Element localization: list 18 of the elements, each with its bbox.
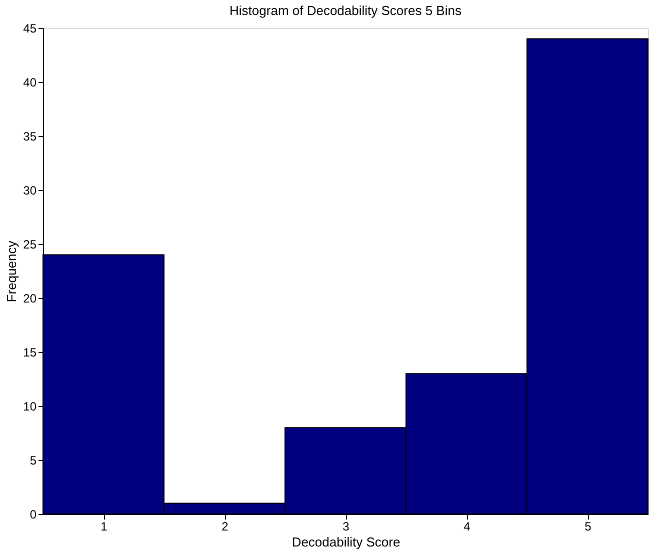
y-tick-label: 10 bbox=[23, 400, 37, 414]
y-tick-label: 20 bbox=[23, 292, 37, 306]
y-tick-label: 45 bbox=[23, 22, 37, 36]
x-tick-label: 5 bbox=[584, 520, 592, 534]
y-tick-label: 30 bbox=[23, 184, 37, 198]
x-tick-label: 1 bbox=[100, 520, 108, 534]
y-tick-label: 5 bbox=[30, 454, 37, 468]
chart-title: Histogram of Decodability Scores 5 Bins bbox=[230, 3, 462, 18]
x-axis-title: Decodability Score bbox=[292, 534, 400, 550]
y-tick-label: 15 bbox=[23, 346, 37, 360]
y-axis-title: Frequency bbox=[4, 240, 20, 302]
y-tick-label: 40 bbox=[23, 76, 37, 90]
x-tick-label: 4 bbox=[464, 520, 471, 534]
y-tick-label: 35 bbox=[23, 130, 37, 144]
y-tick-label: 0 bbox=[30, 508, 37, 522]
y-tick-label: 25 bbox=[23, 238, 37, 252]
x-tick-label: 2 bbox=[222, 520, 229, 534]
x-tick-label: 3 bbox=[342, 520, 350, 534]
